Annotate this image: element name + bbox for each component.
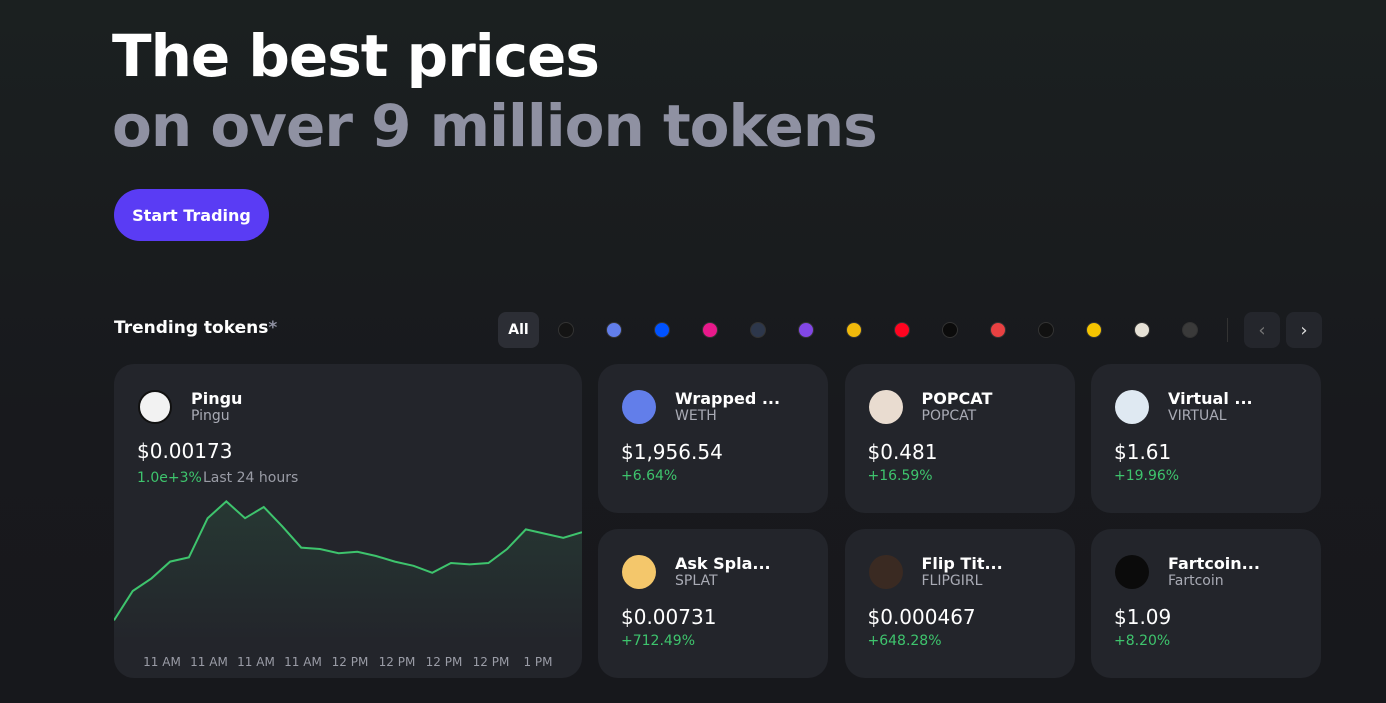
chain-filter[interactable] xyxy=(558,322,574,338)
token-price: $1,956.54 xyxy=(621,440,723,464)
chain-filter[interactable] xyxy=(654,322,670,338)
sparkline-area xyxy=(114,501,582,640)
period: Last 24 hours xyxy=(203,470,299,486)
token-name: Fartcoin... xyxy=(1168,554,1260,573)
token-icon xyxy=(1115,555,1149,589)
token-card[interactable]: POPCAT POPCAT $0.481 +16.59% xyxy=(844,364,1075,513)
token-card[interactable]: Ask Spla... SPLAT $0.00731 +712.49% xyxy=(598,529,828,678)
token-name: Virtual ... xyxy=(1168,389,1253,408)
token-price: $0.00731 xyxy=(621,605,717,629)
token-price: $0.000467 xyxy=(867,605,976,629)
x-tick-label: 1 PM xyxy=(523,655,552,669)
token-change: +8.20% xyxy=(1114,633,1171,649)
trending-title: Trending tokens xyxy=(114,318,269,338)
token-symbol: FLIPGIRL xyxy=(921,573,983,589)
token-name: Flip Tit... xyxy=(921,554,1003,573)
chain-filter[interactable] xyxy=(1182,322,1198,338)
token-symbol: POPCAT xyxy=(921,408,977,424)
hero-title: The best prices xyxy=(112,22,600,90)
token-icon xyxy=(1115,390,1149,424)
x-tick-label: 12 PM xyxy=(332,655,369,669)
token-name: Ask Spla... xyxy=(675,554,771,573)
token-price: $0.00173 xyxy=(137,439,233,463)
chain-filter[interactable] xyxy=(1038,322,1054,338)
sparkline: 11 AM 11 AM 11 AM 11 AM 12 PM 12 PM 12 PM 12 PM… xyxy=(114,500,582,669)
token-change: 1.0e+3% xyxy=(137,470,202,486)
chain-filter[interactable] xyxy=(894,322,910,338)
token-name: Wrapped ... xyxy=(675,389,781,408)
x-tick-label: 12 PM xyxy=(473,655,510,669)
chain-filter[interactable] xyxy=(702,322,718,338)
x-tick-label: 11 AM xyxy=(237,655,275,669)
token-change: +712.49% xyxy=(621,633,696,649)
divider xyxy=(1227,318,1228,342)
token-card[interactable]: Flip Tit... FLIPGIRL $0.000467 +648.28% xyxy=(844,529,1075,678)
chain-filter[interactable] xyxy=(942,322,958,338)
chain-filter[interactable] xyxy=(606,322,622,338)
asterisk: * xyxy=(268,318,278,338)
chain-filter[interactable] xyxy=(846,322,862,338)
chain-filter[interactable] xyxy=(1134,322,1150,338)
x-tick-label: 11 AM xyxy=(284,655,322,669)
token-name: POPCAT xyxy=(921,389,993,408)
token-icon xyxy=(622,555,656,589)
x-tick-label: 12 PM xyxy=(426,655,463,669)
chain-filter[interactable] xyxy=(1086,322,1102,338)
prev-button[interactable]: ‹ xyxy=(1244,312,1280,348)
start-trading-button[interactable]: Start Trading xyxy=(114,189,269,241)
token-icon xyxy=(622,390,656,424)
section-title: Trending tokens* xyxy=(114,318,277,338)
token-card[interactable]: Fartcoin... Fartcoin $1.09 +8.20% xyxy=(1091,529,1321,678)
x-tick-label: 12 PM xyxy=(379,655,416,669)
sparkline-line xyxy=(114,500,582,621)
token-price: $0.481 xyxy=(867,440,938,464)
token-symbol: Pingu xyxy=(191,408,230,424)
chain-filter[interactable] xyxy=(798,322,814,338)
token-icon xyxy=(868,555,903,589)
token-price: $1.61 xyxy=(1114,440,1172,464)
next-button[interactable]: › xyxy=(1286,312,1322,348)
token-change: +6.64% xyxy=(621,468,678,484)
hero-subtitle: on over 9 million tokens xyxy=(112,92,878,160)
token-icon xyxy=(138,390,172,424)
chain-filter[interactable] xyxy=(750,322,766,338)
x-tick-label: 11 AM xyxy=(190,655,228,669)
token-change: +16.59% xyxy=(867,468,933,484)
token-card[interactable]: Wrapped ... WETH $1,956.54 +6.64% xyxy=(598,364,828,513)
featured-card[interactable]: Pingu Pingu $0.00173 1.0e+3% Last 24 hou… xyxy=(114,364,582,678)
token-symbol: Fartcoin xyxy=(1168,573,1224,589)
token-symbol: VIRTUAL xyxy=(1168,408,1227,424)
filter-all[interactable]: All xyxy=(498,312,539,348)
token-name: Pingu xyxy=(191,389,243,408)
token-card[interactable]: Virtual ... VIRTUAL $1.61 +19.96% xyxy=(1091,364,1321,513)
token-symbol: SPLAT xyxy=(675,573,718,589)
token-price: $1.09 xyxy=(1114,605,1172,629)
x-tick-label: 11 AM xyxy=(143,655,181,669)
token-icon xyxy=(868,390,903,424)
chain-filter[interactable] xyxy=(990,322,1006,338)
token-change: +19.96% xyxy=(1114,468,1180,484)
token-symbol: WETH xyxy=(675,408,717,424)
token-change: +648.28% xyxy=(867,633,942,649)
